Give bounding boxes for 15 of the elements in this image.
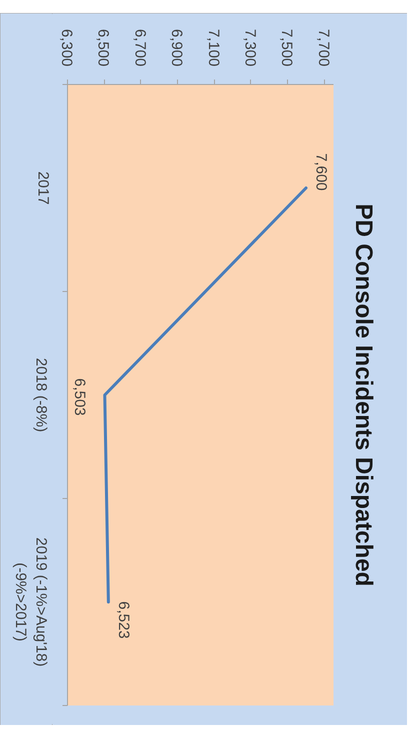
data-label: 7,600 [312,153,330,191]
text: PD Console Incidents Dispatched [350,204,377,586]
y-tick-label: 2018 (-8%) [32,358,50,432]
x-tick-label: 6,700 [131,28,148,67]
x-tick-label: 7,500 [278,28,296,67]
x-tick-label: 7,100 [204,28,222,67]
x-tick-label: 6,300 [58,28,75,67]
y-tick-label: 2017 [34,171,52,205]
data-label: 6,503 [71,378,88,416]
x-tick-label: 7,700 [314,28,332,67]
x-tick-label: 6,500 [94,28,112,67]
data-label: 6,523 [114,601,132,639]
x-tick-label: 6,900 [168,28,186,67]
x-tick-label: 7,300 [241,28,258,67]
y-tick-label: 2019 (-1%>Aug'18) (-9%>2017) [12,537,50,667]
